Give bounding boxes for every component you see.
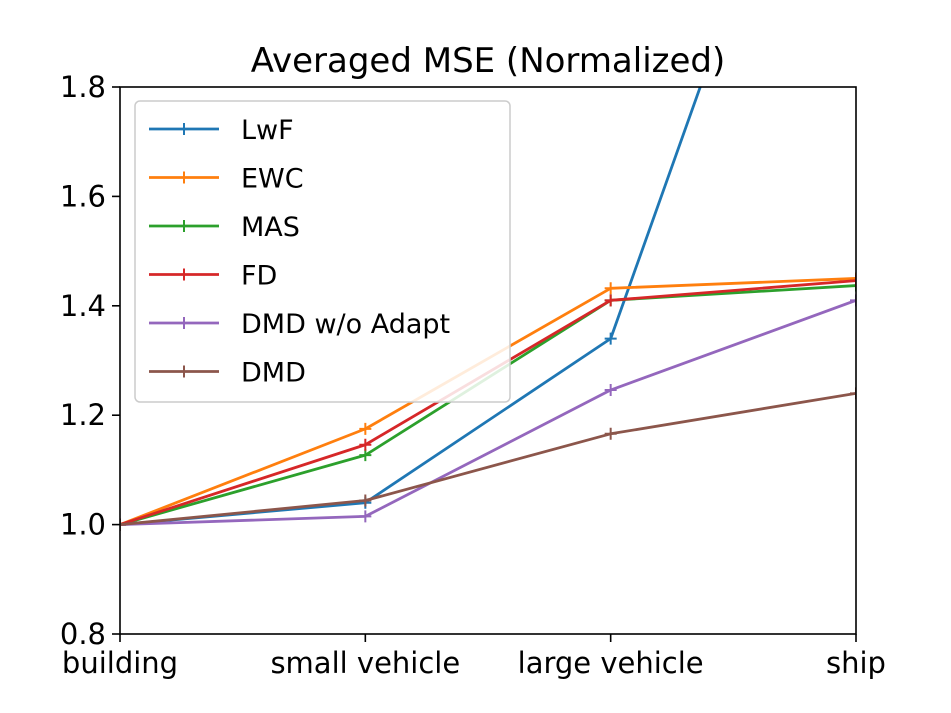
legend-label: DMD w/o Adapt bbox=[241, 309, 450, 340]
legend-label: EWC bbox=[241, 164, 304, 195]
y-tick-label: 0.8 bbox=[60, 617, 106, 651]
legend-marker bbox=[178, 123, 190, 135]
data-point bbox=[850, 274, 856, 287]
legend-label: LwF bbox=[241, 115, 294, 146]
x-tick-label: ship bbox=[826, 646, 886, 680]
data-point bbox=[604, 294, 617, 307]
data-point bbox=[850, 279, 856, 292]
data-point bbox=[120, 518, 126, 531]
legend-label: MAS bbox=[241, 212, 300, 243]
data-point bbox=[850, 387, 856, 400]
chart-title: Averaged MSE (Normalized) bbox=[251, 41, 726, 81]
data-point bbox=[359, 494, 372, 507]
data-point bbox=[604, 282, 617, 295]
data-point bbox=[850, 294, 856, 307]
series-dmd bbox=[120, 387, 856, 531]
data-point bbox=[604, 332, 617, 345]
legend-marker bbox=[178, 365, 190, 378]
series-line bbox=[120, 299, 856, 526]
data-point bbox=[604, 427, 617, 440]
legend-item: DMD w/o Adapt bbox=[149, 309, 450, 340]
legend-item: EWC bbox=[149, 164, 304, 195]
series-line bbox=[120, 391, 856, 526]
legend-box bbox=[134, 100, 511, 403]
legend-marker bbox=[178, 220, 190, 232]
y-tick-label: 1.8 bbox=[60, 70, 106, 104]
data-point bbox=[359, 422, 372, 435]
legend-label: FD bbox=[241, 261, 277, 292]
x-tick-label: building bbox=[62, 646, 178, 680]
legend-item: MAS bbox=[149, 212, 300, 243]
axis-layer: 0.8 1.0 1.2 1.4 1.6 1.8 building small vehicle l… bbox=[60, 70, 886, 680]
legend-marker bbox=[178, 171, 190, 184]
y-tick-label: 1.0 bbox=[60, 508, 106, 542]
y-tick-label: 1.4 bbox=[60, 289, 106, 323]
data-point bbox=[359, 510, 372, 523]
data-point bbox=[359, 449, 372, 462]
data-point bbox=[850, 272, 856, 285]
legend-marker bbox=[178, 317, 190, 329]
legend-item: LwF bbox=[149, 115, 294, 146]
plot-frame bbox=[119, 86, 857, 635]
legend: LwF EWC MAS FD DMD w/o Adapt DMD bbox=[134, 100, 511, 403]
legend-marker bbox=[178, 268, 190, 281]
x-tick-label: small vehicle bbox=[270, 646, 460, 680]
data-point bbox=[359, 438, 372, 451]
legend-item: DMD bbox=[149, 358, 306, 389]
data-point bbox=[604, 384, 617, 397]
y-tick-label: 1.2 bbox=[60, 398, 106, 432]
legend-label: DMD bbox=[241, 358, 306, 389]
y-tick-label: 1.6 bbox=[60, 179, 106, 213]
x-tick-label: large vehicle bbox=[518, 646, 704, 680]
legend-item: FD bbox=[149, 261, 277, 292]
